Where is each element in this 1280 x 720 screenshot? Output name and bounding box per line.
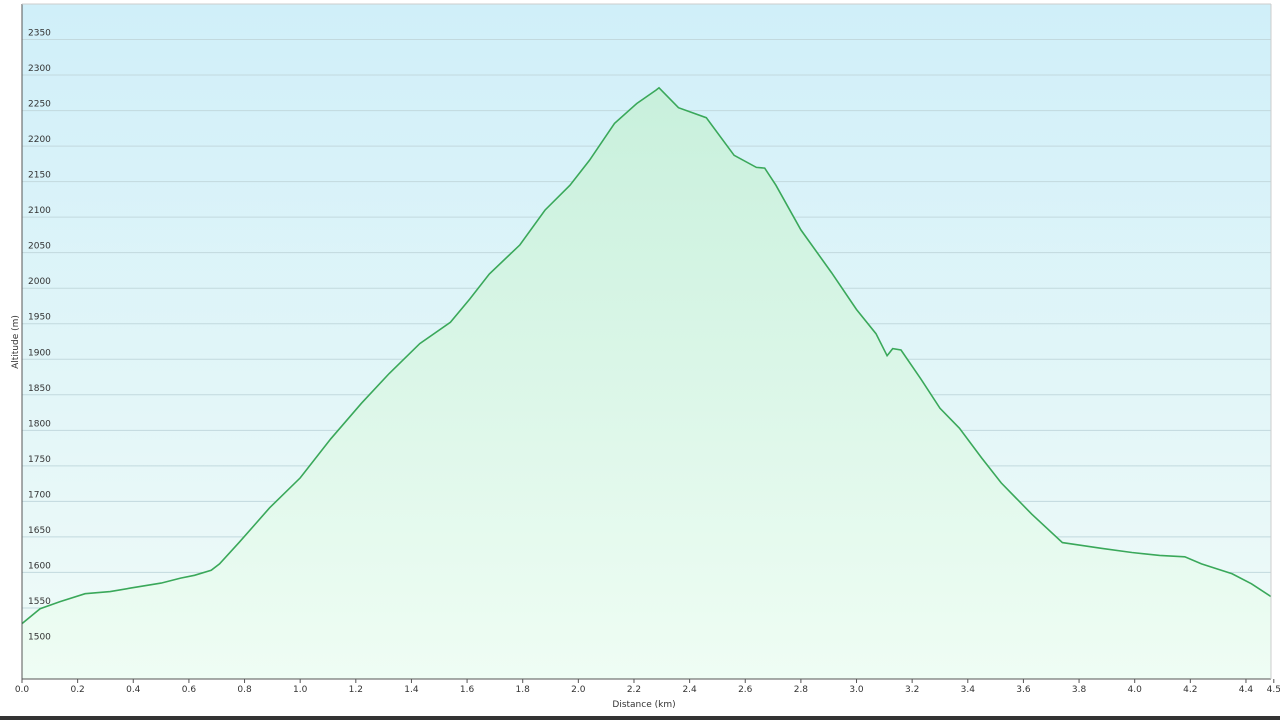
y-tick-label: 1800 xyxy=(28,419,51,429)
y-tick-label: 2100 xyxy=(28,206,51,216)
y-tick-label: 1850 xyxy=(28,384,51,394)
x-tick-label: 2.0 xyxy=(571,685,586,695)
x-tick-label: 0.0 xyxy=(15,685,30,695)
y-tick-label: 1950 xyxy=(28,313,51,323)
x-tick-label: 4.2 xyxy=(1183,685,1197,695)
y-tick-label: 1650 xyxy=(28,526,51,536)
x-tick-label: 3.4 xyxy=(961,685,976,695)
x-tick-label: 2.6 xyxy=(738,685,753,695)
x-tick-label: 1.8 xyxy=(516,685,531,695)
axes: 1500 1550 1600 1650 1700 1750 1800 1850 1900 1950… xyxy=(15,3,1280,695)
y-tick-label: 1550 xyxy=(28,597,51,607)
x-tick-label: 2.2 xyxy=(627,685,641,695)
y-tick-label: 2000 xyxy=(28,277,51,287)
y-axis-label: Altitude (m) xyxy=(11,315,21,369)
y-tick-label: 1600 xyxy=(28,561,51,571)
x-tick-label: 3.8 xyxy=(1072,685,1087,695)
x-tick-label: 3.2 xyxy=(905,685,919,695)
x-tick-label: 2.8 xyxy=(794,685,809,695)
x-tick-label: 0.8 xyxy=(237,685,252,695)
x-tick-label: 2.4 xyxy=(682,685,697,695)
y-tick-label: 1700 xyxy=(28,490,51,500)
x-tick-label: 4.0 xyxy=(1128,685,1143,695)
x-tick-label: 1.6 xyxy=(460,685,475,695)
x-tick-label: 1.4 xyxy=(404,685,419,695)
elevation-line xyxy=(21,86,1272,625)
y-tick-label: 1500 xyxy=(28,632,51,642)
y-tick-label: 2050 xyxy=(28,242,51,252)
x-tick-label: 1.2 xyxy=(349,685,363,695)
x-tick-label: 0.6 xyxy=(182,685,197,695)
y-tick-label: 1750 xyxy=(28,455,51,465)
y-tick-label: 2200 xyxy=(28,135,51,145)
y-tick-label: 2350 xyxy=(28,29,51,39)
window-bottom-edge xyxy=(0,716,1280,720)
x-tick-label: 0.4 xyxy=(126,685,141,695)
y-tick-label: 2250 xyxy=(28,100,51,110)
x-axis-label: Distance (km) xyxy=(612,700,675,710)
x-tick-label: 1.0 xyxy=(293,685,308,695)
x-tick-label: 0.2 xyxy=(70,685,84,695)
y-tick-label: 1900 xyxy=(28,348,51,358)
x-tick-label: 4.5 xyxy=(1267,685,1280,695)
y-tick-label: 2150 xyxy=(28,171,51,181)
elevation-area xyxy=(22,87,1271,680)
y-tick-label: 2300 xyxy=(28,64,51,74)
x-tick-label: 3.6 xyxy=(1016,685,1031,695)
x-tick-label: 3.0 xyxy=(849,685,864,695)
x-tick-label: 4.4 xyxy=(1239,685,1254,695)
